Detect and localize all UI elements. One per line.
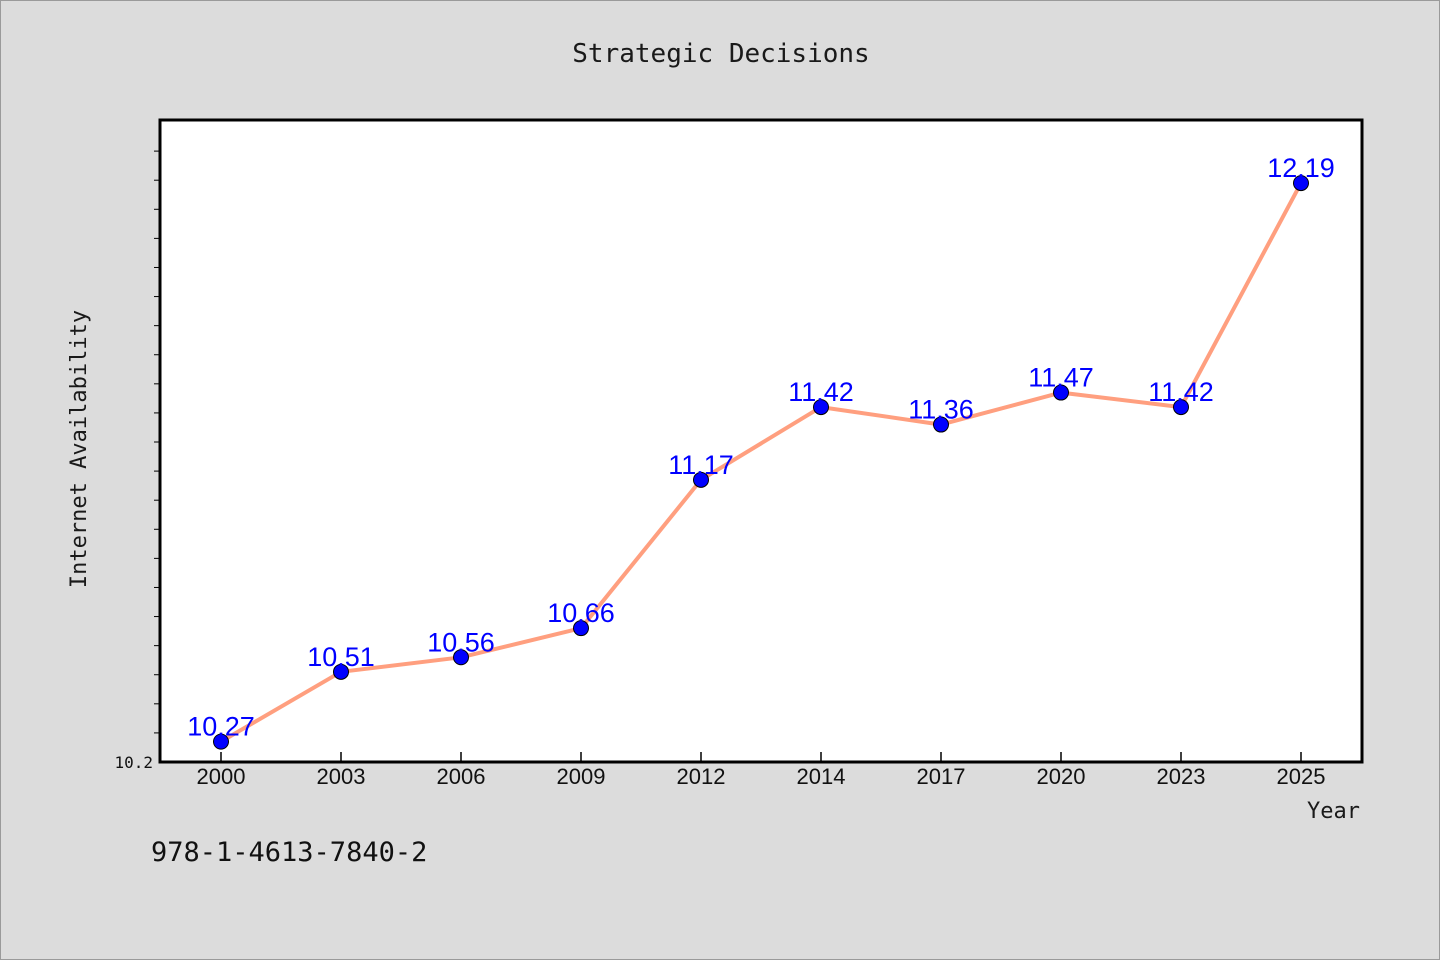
data-point-marker — [573, 620, 589, 637]
x-tick-label: 2025 — [1277, 764, 1326, 789]
data-point-label: 11.36 — [908, 395, 974, 425]
data-labels: 10.27 10.51 10.56 10.66 11.17 11.42 11.36 11.47… — [187, 153, 1335, 742]
x-tick-label: 2020 — [1037, 764, 1086, 789]
x-tick-label: 2017 — [917, 764, 966, 789]
y-axis-label: Internet Availability — [67, 310, 92, 588]
data-point-marker — [213, 733, 229, 750]
x-tick-label: 2003 — [317, 764, 366, 789]
isbn-text: 978-1-4613-7840-2 — [151, 837, 428, 868]
data-point-marker — [933, 416, 949, 433]
x-tick-label: 2006 — [437, 764, 486, 789]
data-point-marker — [813, 399, 829, 416]
series-line — [219, 181, 1303, 744]
x-tick-label: 2023 — [1157, 764, 1206, 789]
data-point-marker — [693, 471, 709, 488]
x-axis-label: Year — [1307, 799, 1360, 824]
data-point-label: 11.42 — [1148, 377, 1214, 407]
data-point-label: 10.56 — [427, 627, 495, 657]
data-point-label: 10.66 — [547, 598, 615, 628]
data-point-marker — [1173, 399, 1189, 416]
x-tick-label: 2014 — [797, 764, 846, 789]
data-point-label: 10.51 — [307, 642, 375, 672]
data-point-marker — [453, 649, 469, 666]
plot-area — [158, 118, 1364, 764]
x-tick-label: 2000 — [197, 764, 246, 789]
data-point-label: 11.47 — [1028, 363, 1094, 393]
y-tick-label: 10.2 — [114, 753, 153, 772]
data-point-marker — [333, 663, 349, 680]
x-tick-label: 2009 — [557, 764, 606, 789]
data-point-label: 10.27 — [187, 712, 255, 742]
series-markers — [213, 175, 1309, 750]
x-tick-label: 2012 — [677, 764, 726, 789]
x-axis-ticks: 2000 2003 2006 2009 2012 2014 2017 2020 2023 2025 — [197, 752, 1326, 789]
data-point-marker — [1053, 384, 1069, 401]
chart-title: Strategic Decisions — [572, 39, 869, 69]
y-axis-ticks: 10.2 — [114, 150, 160, 772]
data-point-label: 12.19 — [1267, 153, 1335, 183]
data-point-marker — [1293, 175, 1309, 192]
data-point-label: 11.42 — [788, 377, 854, 407]
data-point-label: 11.17 — [668, 450, 734, 480]
